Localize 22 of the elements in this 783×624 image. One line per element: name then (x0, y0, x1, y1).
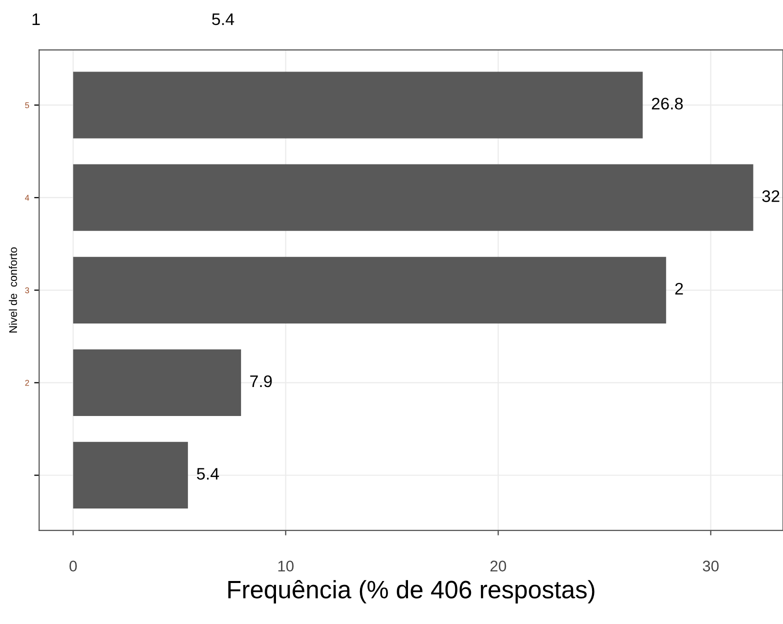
x-axis-title: Frequência (% de 406 respostas) (228, 580, 594, 604)
data-label: 5.4 (196, 468, 219, 480)
y-tick-label: 3 (25, 287, 30, 294)
data-label: 7.9 (250, 375, 272, 388)
y-axis-title: Nivel de conforto (8, 247, 18, 332)
y-tick-label: 5 (25, 102, 30, 108)
x-tick-label: 10 (278, 560, 294, 572)
bar (73, 349, 242, 416)
data-label: 26.8 (652, 98, 683, 110)
annotation: 2 (675, 282, 683, 294)
bar (73, 72, 643, 138)
bar (73, 256, 666, 324)
y-tick-label: 2 (25, 380, 30, 386)
text: 1 (32, 13, 40, 25)
x-tick-label: 20 (490, 560, 506, 572)
y-tick-label: 4 (24, 194, 30, 201)
x-tick-label: 30 (702, 560, 719, 572)
bar (73, 164, 754, 231)
data-label: 32 (762, 190, 780, 202)
text: 5.4 (212, 13, 234, 26)
x-tick-label: 0 (70, 560, 77, 572)
bar (73, 442, 188, 509)
